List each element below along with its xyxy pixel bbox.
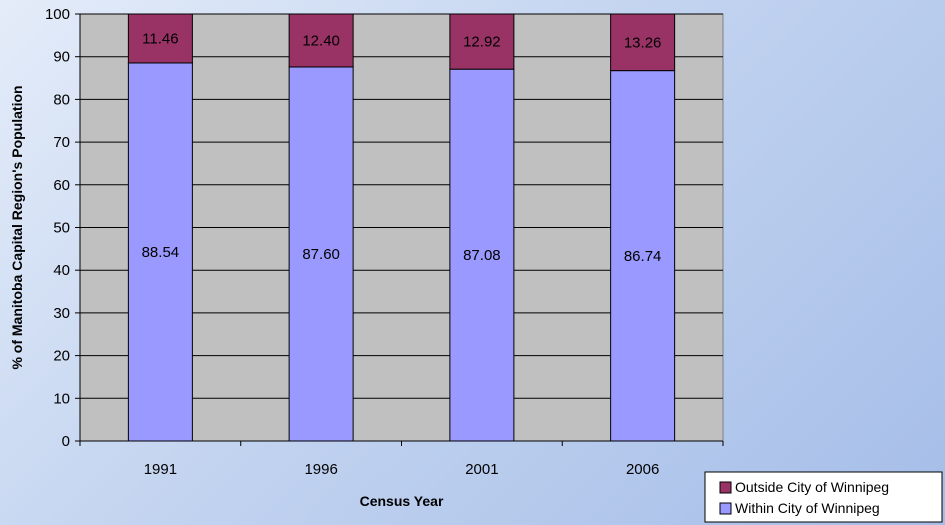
y-tick-label: 20	[53, 348, 70, 365]
x-tick-label: 1996	[304, 461, 337, 478]
axes	[75, 13, 724, 446]
y-tick-label: 10	[53, 390, 70, 407]
data-label: 11.46	[142, 30, 178, 47]
bar-outside-2006	[610, 13, 676, 72]
y-tick-label: 30	[53, 305, 70, 322]
labels: 0 10 20 30 40 50 60 70 80 90 100 88.54 11.46 1991 87.6…	[45, 6, 661, 478]
bar-within-1991	[127, 62, 193, 442]
y-tick-label: 100	[45, 6, 70, 23]
data-label: 88.54	[142, 244, 180, 261]
y-tick-label: 80	[53, 91, 70, 108]
bar-outside-1991	[127, 13, 193, 64]
legend-swatch-outside	[719, 481, 732, 494]
bar-within-2006	[610, 70, 676, 442]
legend-box	[704, 471, 943, 523]
data-label: 12.40	[302, 32, 340, 49]
y-tick-label: 50	[53, 220, 70, 237]
y-tick-label: 60	[53, 177, 70, 194]
y-axis-title: % of Manitoba Capital Region's Populatio…	[9, 85, 25, 369]
x-tick-label: 2001	[465, 461, 498, 478]
y-tick-label: 0	[62, 433, 70, 450]
x-tick-label: 2006	[626, 461, 659, 478]
bar-within-2001	[449, 68, 515, 442]
x-tick-label: 1991	[144, 461, 177, 478]
y-tick-label: 90	[53, 49, 70, 66]
legend-label-outside: Outside City of Winnipeg	[735, 479, 889, 495]
data-label: 12.92	[463, 34, 501, 51]
bar-within-1996	[288, 66, 354, 442]
data-label: 13.26	[624, 34, 662, 51]
y-tick-label: 70	[53, 134, 70, 151]
legend: Outside City of Winnipeg Within City of …	[704, 471, 943, 523]
x-axis-title: Census Year	[360, 493, 444, 509]
data-label: 87.08	[463, 247, 501, 264]
bar-outside-1996	[288, 13, 354, 68]
bar-outside-2001	[449, 13, 515, 70]
bars	[127, 13, 676, 442]
legend-swatch-within	[719, 502, 732, 515]
data-label: 87.60	[302, 246, 340, 263]
y-tick-label: 40	[53, 262, 70, 279]
legend-label-within: Within City of Winnipeg	[735, 500, 880, 516]
data-label: 86.74	[624, 248, 662, 265]
